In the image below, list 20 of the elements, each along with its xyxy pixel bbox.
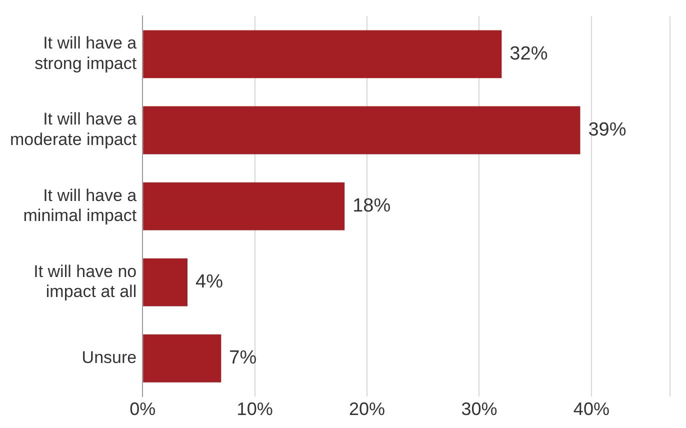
data-label: 32% xyxy=(510,43,548,64)
bar xyxy=(143,30,502,78)
x-tick-label: 20% xyxy=(349,399,386,420)
data-label: 7% xyxy=(229,348,257,369)
y-tick-label: It will have a minimal impact xyxy=(23,186,138,226)
x-tick-label: 0% xyxy=(130,399,156,420)
y-tick-label: It will have a strong impact xyxy=(34,34,138,74)
data-label: 18% xyxy=(352,196,391,217)
bar xyxy=(143,258,188,306)
x-tick-label: 40% xyxy=(573,399,610,420)
x-tick-label: 10% xyxy=(236,399,273,420)
bar xyxy=(143,182,345,230)
y-tick-label: Unsure xyxy=(82,348,137,368)
bar xyxy=(143,106,580,154)
data-label: 4% xyxy=(195,272,224,293)
y-tick-label: It will have no impact at all xyxy=(34,262,137,302)
y-tick-label: It will have a moderate impact xyxy=(10,110,138,150)
x-tick-label: 30% xyxy=(461,399,498,420)
data-label: 39% xyxy=(588,119,626,140)
bar xyxy=(143,334,222,382)
